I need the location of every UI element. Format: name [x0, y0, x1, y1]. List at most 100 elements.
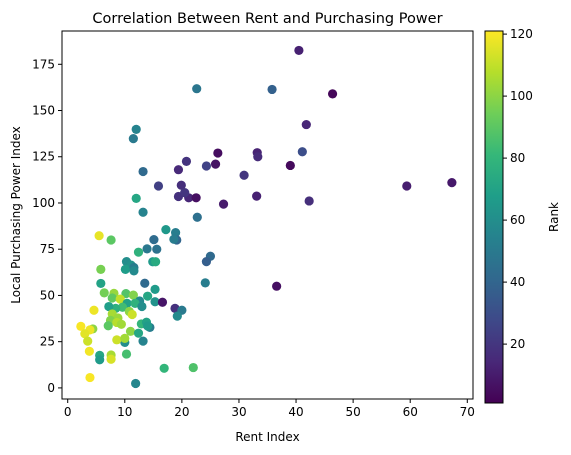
scatter-point — [169, 234, 179, 244]
scatter-point — [157, 297, 168, 307]
scatter-point — [138, 207, 148, 217]
scatter-point — [115, 294, 125, 304]
scatter-point — [84, 346, 94, 356]
scatter-point — [125, 326, 136, 336]
scatter-point — [173, 165, 184, 175]
scatter-point — [213, 148, 223, 158]
scatter-point — [150, 284, 160, 294]
plot-area-frame — [61, 30, 474, 400]
scatter-point — [294, 45, 304, 56]
scatter-point — [116, 319, 126, 329]
colorbar-tick-label: 40 — [510, 275, 525, 289]
scatter-point — [138, 336, 148, 346]
scatter-point — [192, 84, 202, 94]
colorbar-tick-label: 60 — [510, 213, 525, 227]
colorbar-tick-label: 80 — [510, 151, 525, 165]
scatter-point — [85, 372, 95, 383]
scatter-point — [161, 225, 171, 235]
scatter-point — [133, 328, 144, 338]
scatter-point — [131, 378, 141, 389]
x-tick-label: 30 — [231, 405, 246, 419]
scatter-point — [117, 302, 128, 312]
scatter-point — [180, 188, 190, 198]
colorbar-tick-label: 100 — [510, 89, 533, 103]
scatter-point — [188, 362, 198, 373]
scatter-point — [152, 244, 162, 254]
colorbar-tick-label: 120 — [510, 27, 533, 41]
scatter-point — [327, 89, 338, 99]
scatter-point — [128, 290, 138, 300]
x-tick-label: 70 — [460, 405, 475, 419]
scatter-point — [201, 161, 212, 171]
scatter-point — [192, 212, 202, 222]
scatter-point — [103, 321, 113, 331]
scatter-point — [83, 336, 93, 346]
scatter-point — [159, 363, 169, 373]
colorbar-gradient — [485, 31, 503, 403]
x-tick-label: 10 — [117, 405, 132, 419]
scatter-point — [140, 278, 150, 288]
scatter-point — [138, 166, 148, 177]
scatter-point — [297, 147, 307, 157]
colorbar-tick-label: 20 — [510, 337, 525, 351]
scatter-point — [129, 266, 139, 276]
y-tick-label: 100 — [32, 196, 55, 210]
scatter-point — [304, 196, 314, 206]
scatter-point — [104, 301, 114, 312]
scatter-point — [89, 305, 99, 315]
x-tick-label: 50 — [345, 405, 360, 419]
x-tick-label: 0 — [64, 405, 72, 419]
x-tick-label: 20 — [174, 405, 189, 419]
scatter-point — [200, 278, 210, 288]
y-tick-label: 125 — [32, 150, 55, 164]
scatter-point — [285, 160, 295, 171]
y-tick-label: 25 — [40, 335, 55, 349]
scatter-point — [128, 134, 138, 144]
scatter-point — [272, 281, 282, 291]
scatter-point — [267, 84, 277, 95]
y-axis-title: Local Purchasing Power Index — [9, 126, 23, 304]
scatter-point — [252, 191, 262, 201]
scatter-point — [149, 234, 159, 245]
scatter-point — [301, 119, 311, 130]
scatter-point — [106, 235, 116, 245]
y-tick-label: 150 — [32, 104, 55, 118]
scatter-point — [130, 298, 140, 308]
scatter-point — [112, 335, 122, 345]
scatter-point — [95, 355, 105, 365]
scatter-point — [120, 333, 130, 343]
scatter-point — [99, 288, 109, 298]
scatter-point — [143, 291, 153, 301]
x-axis-title: Rent Index — [235, 430, 299, 444]
scatter-points — [76, 45, 457, 389]
scatter-point — [131, 124, 141, 134]
colorbar-frame — [484, 30, 504, 404]
scatter-point — [402, 181, 412, 191]
scatter-point — [191, 193, 201, 203]
scatter-point — [96, 278, 106, 289]
scatter-point — [210, 159, 221, 169]
scatter-point — [121, 288, 131, 299]
scatter-point — [142, 244, 152, 254]
scatter-point — [176, 180, 186, 190]
scatter-point — [107, 293, 117, 303]
colorbar-title: Rank — [547, 202, 561, 232]
scatter-point — [151, 257, 161, 267]
scatter-point — [181, 156, 192, 166]
x-tick-label: 40 — [288, 405, 303, 419]
scatter-point — [80, 329, 90, 339]
x-axis: 0 10 20 30 40 50 60 70 — [64, 399, 475, 419]
scatter-point — [120, 264, 130, 274]
colorbar: 20 40 60 80 100 120 Rank — [484, 27, 561, 404]
scatter-point — [143, 321, 153, 331]
scatter-point — [76, 321, 86, 331]
x-tick-label: 60 — [403, 405, 418, 419]
scatter-point — [253, 152, 263, 162]
scatter-point — [121, 349, 132, 359]
scatter-point — [137, 301, 147, 312]
scatter-point — [150, 297, 160, 307]
colorbar-ticks: 20 40 60 80 100 120 — [503, 27, 533, 351]
scatter-point — [127, 309, 137, 320]
scatter-point — [172, 311, 182, 321]
